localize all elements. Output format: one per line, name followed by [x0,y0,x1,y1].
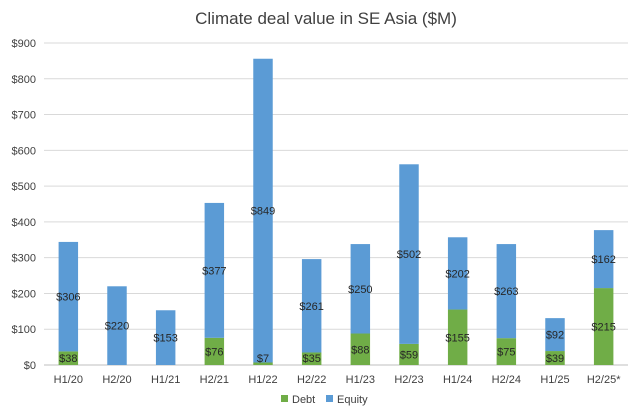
equity-data-label: $502 [397,249,421,261]
x-tick-label: H2/20 [102,374,131,386]
debt-bar [545,351,565,365]
y-tick-label: $900 [12,38,36,50]
debt-bar [399,343,419,365]
debt-bar [447,309,468,365]
equity-data-label: $849 [251,206,275,218]
y-tick-label: $700 [12,110,36,122]
debt-data-label: $38 [59,353,77,365]
equity-bar [447,237,468,310]
y-tick-label: $800 [12,74,36,86]
equity-data-label: $261 [299,301,323,313]
debt-data-label: $59 [400,349,418,361]
x-tick-label: H2/23 [394,374,423,386]
bars [58,58,614,365]
debt-data-label: $76 [205,346,223,358]
equity-bar [350,244,371,334]
debt-data-label: $215 [591,322,615,334]
x-tick-label: H2/24 [492,374,521,386]
y-tick-label: $200 [12,288,36,300]
equity-bar [545,318,565,352]
equity-data-label: $162 [591,254,615,266]
x-tick-label: H1/20 [54,374,83,386]
y-tick-label: $0 [24,360,36,372]
debt-bar [301,352,322,365]
debt-bar [350,333,371,365]
equity-bar [301,259,322,353]
debt-data-label: $39 [546,353,564,365]
debt-data-label: $35 [302,353,320,365]
x-axis: H1/20 H2/20 H1/21 H2/21 H1/22 H2/22 H1/23 H2/23… [54,374,622,386]
equity-data-label: $153 [153,333,177,345]
equity-data-label: $202 [445,268,469,280]
x-tick-label: H1/24 [443,374,472,386]
legend: Debt Equity [281,394,368,406]
gridlines [44,42,628,366]
x-tick-label: H2/22 [297,374,326,386]
debt-data-label: $88 [351,344,369,356]
equity-bar [399,164,419,344]
equity-data-label: $92 [546,330,564,342]
equity-data-label: $377 [202,265,226,277]
x-tick-label: H1/21 [151,374,180,386]
equity-bar [107,286,127,365]
equity-data-label: $220 [105,321,129,333]
equity-data-label: $250 [348,284,372,296]
debt-legend-label: Debt [292,394,315,406]
equity-legend-label: Equity [337,394,368,406]
y-tick-label: $400 [12,217,36,229]
debt-bar [496,338,517,365]
x-tick-label: H2/21 [200,374,229,386]
data-labels: $38 $306 $220 $153 $76 $377 $7 $849 $35 $261 $88 $2… [56,206,616,365]
debt-bar [593,288,614,365]
x-tick-label: H1/22 [248,374,277,386]
equity-bar [155,310,176,365]
debt-bar [58,351,79,365]
equity-bar [496,244,517,339]
equity-bar [58,241,79,352]
x-tick-label: H1/23 [346,374,375,386]
equity-data-label: $263 [494,286,518,298]
y-axis: $0 $100 $200 $300 $400 $500 $600 $700 $800 $900 [12,38,36,372]
x-tick-label: H2/25* [587,374,621,386]
debt-bar [253,362,273,365]
equity-data-label: $306 [56,292,80,304]
debt-data-label: $7 [257,353,269,365]
y-tick-label: $300 [12,253,36,265]
equity-bar [253,58,273,363]
equity-bar [593,230,614,289]
debt-bar [204,337,225,365]
chart-title: Climate deal value in SE Asia ($M) [195,9,457,28]
debt-data-label: $75 [497,347,515,359]
equity-bar [204,202,225,338]
debt-data-label: $155 [445,332,469,344]
debt-legend-swatch [281,395,288,402]
x-tick-label: H1/25 [540,374,569,386]
y-tick-label: $600 [12,145,36,157]
y-tick-label: $500 [12,181,36,193]
y-tick-label: $100 [12,324,36,336]
equity-legend-swatch [326,395,333,402]
